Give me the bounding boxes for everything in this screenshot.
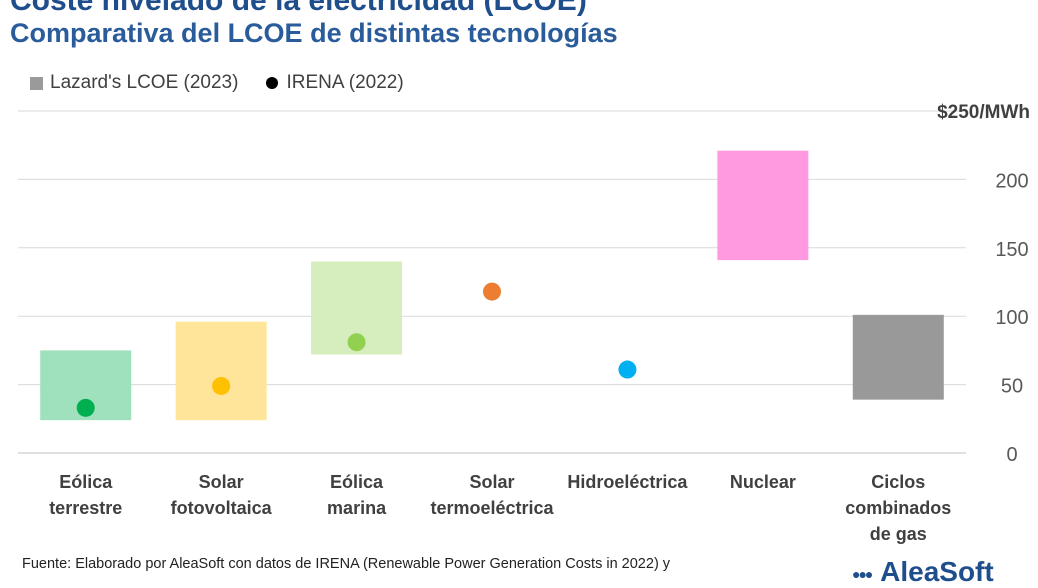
lcoe-range-bar [175, 321, 267, 421]
legend-item-irena: IRENA (2022) [266, 72, 404, 94]
y-tick-label: 200 [995, 170, 1028, 192]
legend-label-lazard: Lazard's LCOE (2023) [50, 72, 239, 93]
category-label: Eólica [59, 472, 113, 492]
category-label: fotovoltaica [171, 498, 273, 518]
logo-text: AleaSoft [880, 556, 994, 587]
aleasoft-logo: ●●● AleaSoft [852, 556, 994, 588]
category-label: de gas [870, 524, 927, 544]
category-label: Solar [199, 472, 244, 492]
category-label: terrestre [49, 498, 122, 518]
lcoe-range-bar [852, 314, 944, 400]
legend-item-lazard: Lazard's LCOE (2023) [30, 72, 238, 94]
irena-point [76, 398, 95, 417]
category-label: Eólica [330, 472, 384, 492]
irena-point [618, 360, 637, 379]
irena-point [347, 333, 366, 352]
dot-icon [266, 77, 279, 89]
legend-label-irena: IRENA (2022) [286, 72, 404, 93]
y-tick-label: 150 [995, 239, 1028, 261]
y-tick-label: 50 [1001, 376, 1023, 398]
irena-point [483, 282, 501, 301]
category-label: marina [327, 498, 387, 518]
square-icon [30, 76, 43, 90]
irena-point [212, 376, 231, 395]
category-label: Solar [469, 472, 514, 492]
y-tick-label: 100 [995, 307, 1028, 329]
dots-icon: ●●● [852, 565, 873, 582]
category-label: termoeléctrica [430, 498, 554, 518]
category-label: Ciclos [871, 472, 925, 492]
y-tick-label: 0 [1006, 444, 1017, 466]
y-unit-label: $250/MWh [937, 102, 1030, 123]
category-label: Hidroeléctrica [567, 472, 688, 492]
chart-subtitle: Comparativa del LCOE de distintas tecnol… [10, 18, 618, 48]
category-label: combinados [845, 498, 951, 518]
source-note: Fuente: Elaborado por AleaSoft con datos… [22, 556, 671, 572]
category-label: Nuclear [730, 472, 796, 492]
lcoe-range-bar [717, 150, 809, 261]
legend: Lazard's LCOE (2023) IRENA (2022) [30, 72, 432, 94]
chart-title: Coste nivelado de la electricidad (LCOE) [10, 0, 587, 17]
chart-plot: 0 50 100 150 200 $250/MWh Eólica terrestre Solar… [18, 102, 1030, 544]
